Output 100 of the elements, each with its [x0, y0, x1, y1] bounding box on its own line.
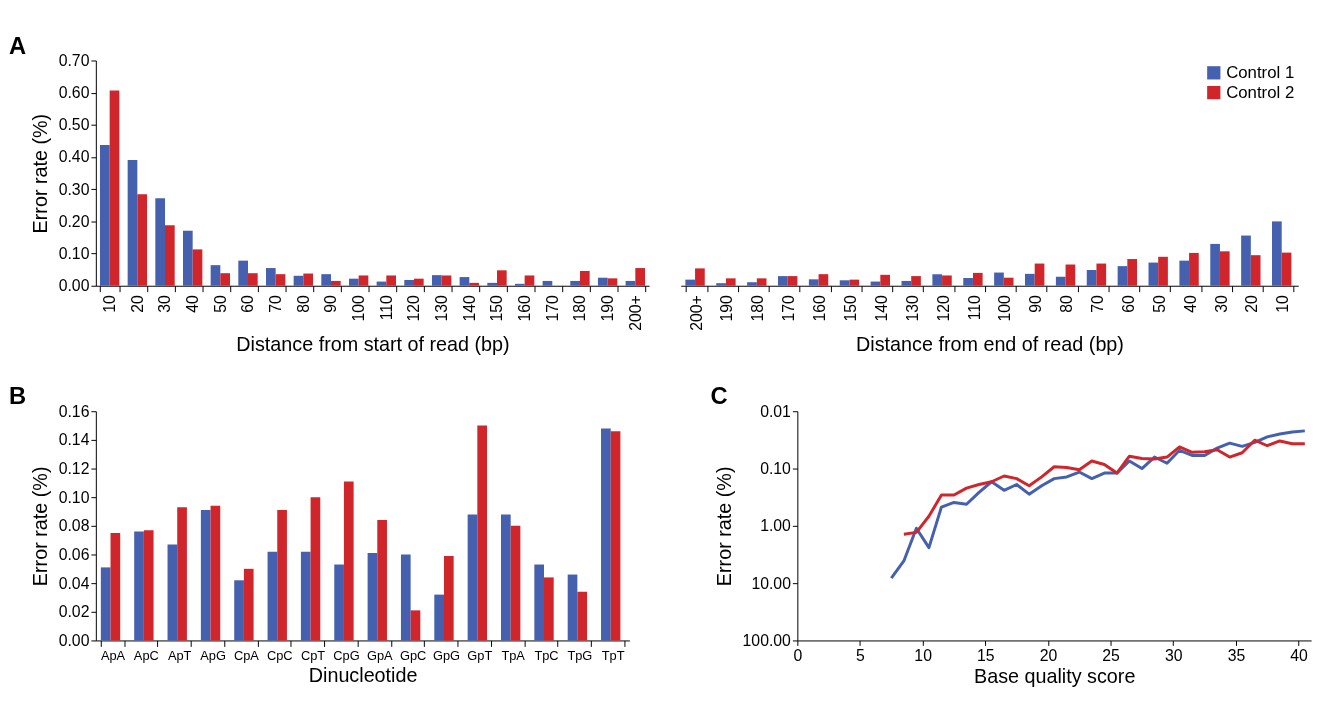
x-tick-label: 70 — [267, 294, 285, 313]
x-tick-label: 140 — [460, 294, 478, 322]
legend-label: Control 1 — [1226, 62, 1295, 82]
bar — [601, 428, 611, 641]
x-tick-label: 20 — [1039, 646, 1058, 664]
y-tick-label: 0.12 — [58, 459, 90, 477]
x-tick-label: 150 — [842, 294, 859, 322]
x-tick-label: 30 — [156, 294, 174, 313]
y-tick-label: 0.16 — [58, 402, 90, 420]
bar — [321, 274, 331, 286]
x-tick-label: 10 — [1274, 294, 1292, 313]
bar — [367, 553, 378, 641]
x-tick-label: 50 — [1150, 294, 1168, 313]
bar — [234, 580, 244, 641]
bar — [109, 90, 120, 286]
bar — [901, 280, 912, 286]
bar — [238, 260, 248, 286]
y-tick-label: 0.30 — [58, 180, 90, 198]
x-tick-label: 10 — [914, 646, 933, 664]
x-tick-label: TpT — [601, 647, 625, 663]
bar — [963, 278, 973, 286]
x-tick-label: 180 — [571, 294, 589, 322]
bar — [127, 159, 138, 286]
bar — [267, 551, 278, 641]
bar — [469, 282, 479, 286]
y-tick-label: 0.70 — [58, 51, 90, 69]
x-tick-label: 140 — [872, 294, 890, 322]
x-axis-title: Base quality score — [974, 665, 1136, 688]
bar — [413, 278, 424, 286]
bar — [577, 591, 588, 641]
bar — [695, 268, 705, 286]
x-tick-label: 120 — [934, 294, 952, 322]
x-tick-label: 90 — [322, 294, 340, 313]
x-tick-label: 160 — [516, 294, 534, 322]
bar — [410, 610, 421, 641]
x-axis-title: Dinucleotide — [308, 664, 418, 687]
x-tick-label: 30 — [1164, 646, 1183, 664]
x-tick-label: 90 — [1027, 294, 1045, 313]
x-tick-label: 150 — [488, 294, 506, 322]
bar — [330, 280, 341, 286]
bar — [1148, 262, 1159, 286]
x-tick-label: ApA — [100, 647, 126, 663]
x-tick-label: CpC — [266, 647, 293, 663]
bar — [1219, 251, 1230, 286]
x-tick-label: 50 — [211, 294, 229, 313]
x-tick-label: 130 — [433, 294, 451, 322]
bar — [293, 275, 304, 286]
bar — [110, 533, 121, 641]
bar — [137, 194, 148, 286]
x-tick-label: 60 — [1119, 294, 1137, 313]
x-tick-label: 180 — [749, 294, 767, 322]
y-tick-label: 0.04 — [58, 574, 90, 592]
bar — [247, 273, 258, 286]
x-tick-label: 40 — [184, 294, 202, 313]
y-tick-label: 100.00 — [742, 631, 792, 649]
y-tick-label: 1.00 — [760, 517, 792, 535]
x-axis-title: Distance from start of read (bp) — [236, 332, 510, 355]
bar — [570, 280, 580, 286]
bar — [1241, 235, 1251, 286]
bar — [487, 282, 497, 286]
bar — [567, 574, 578, 641]
bar — [155, 198, 165, 286]
bar — [849, 279, 860, 286]
x-tick-label: 190 — [599, 294, 617, 322]
x-tick-label: CpA — [233, 647, 260, 663]
x-axis-title: Distance from end of read (bp) — [856, 332, 1124, 355]
y-axis-title: Error rate (%) — [28, 113, 51, 234]
text: B — [8, 383, 27, 410]
bar — [459, 277, 470, 286]
y-axis-title: Error rate (%) — [28, 466, 51, 587]
bar — [377, 520, 387, 641]
bar — [400, 554, 411, 641]
bar — [942, 275, 952, 286]
bar — [300, 551, 311, 641]
bar — [610, 431, 621, 641]
bar — [1117, 266, 1128, 286]
bar — [1189, 252, 1199, 286]
bar — [275, 274, 286, 286]
bar — [607, 278, 618, 286]
y-tick-label: 10.00 — [751, 574, 792, 592]
bar — [787, 276, 798, 286]
x-tick-label: TpG — [567, 647, 593, 663]
bar — [220, 273, 231, 286]
bar — [1065, 264, 1076, 286]
bar — [510, 525, 521, 641]
bar — [1158, 256, 1168, 286]
bar — [404, 279, 414, 286]
bar — [932, 274, 943, 286]
bar — [1096, 263, 1107, 286]
bar — [635, 268, 645, 286]
x-tick-label: GpA — [366, 647, 394, 663]
bar — [1127, 259, 1138, 286]
bar — [597, 277, 608, 286]
bar — [386, 275, 396, 286]
x-tick-label: GpG — [432, 647, 461, 663]
bar — [165, 225, 175, 286]
bar — [200, 510, 211, 641]
x-tick-label: 80 — [1058, 294, 1076, 313]
x-tick-label: 20 — [1243, 294, 1261, 313]
x-tick-label: 70 — [1089, 294, 1107, 313]
